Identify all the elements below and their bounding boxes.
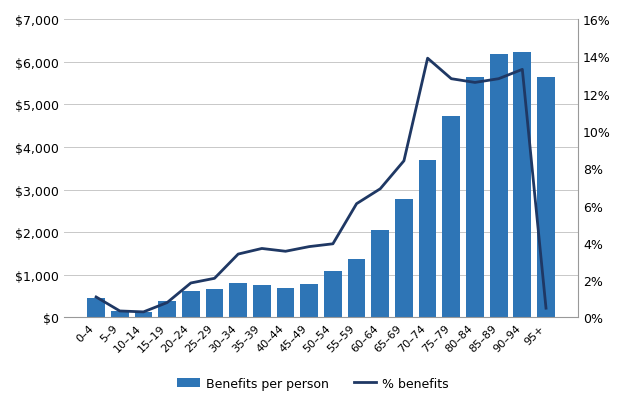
Bar [205,290,223,318]
Bar [513,53,531,318]
Bar [277,288,294,318]
Bar [443,117,460,318]
Bar [419,160,436,318]
Bar [111,311,129,318]
Bar [158,302,176,318]
Bar [324,272,342,318]
Bar [253,286,271,318]
Bar [371,230,389,318]
Bar [182,291,200,318]
Bar [490,55,508,318]
Bar [466,77,484,318]
Bar [229,284,247,318]
Bar [395,199,413,318]
Legend: Benefits per person, % benefits: Benefits per person, % benefits [172,372,454,395]
Bar [537,77,555,318]
Bar [300,285,318,318]
Bar [347,260,366,318]
Bar [135,312,152,318]
Bar [87,298,105,318]
